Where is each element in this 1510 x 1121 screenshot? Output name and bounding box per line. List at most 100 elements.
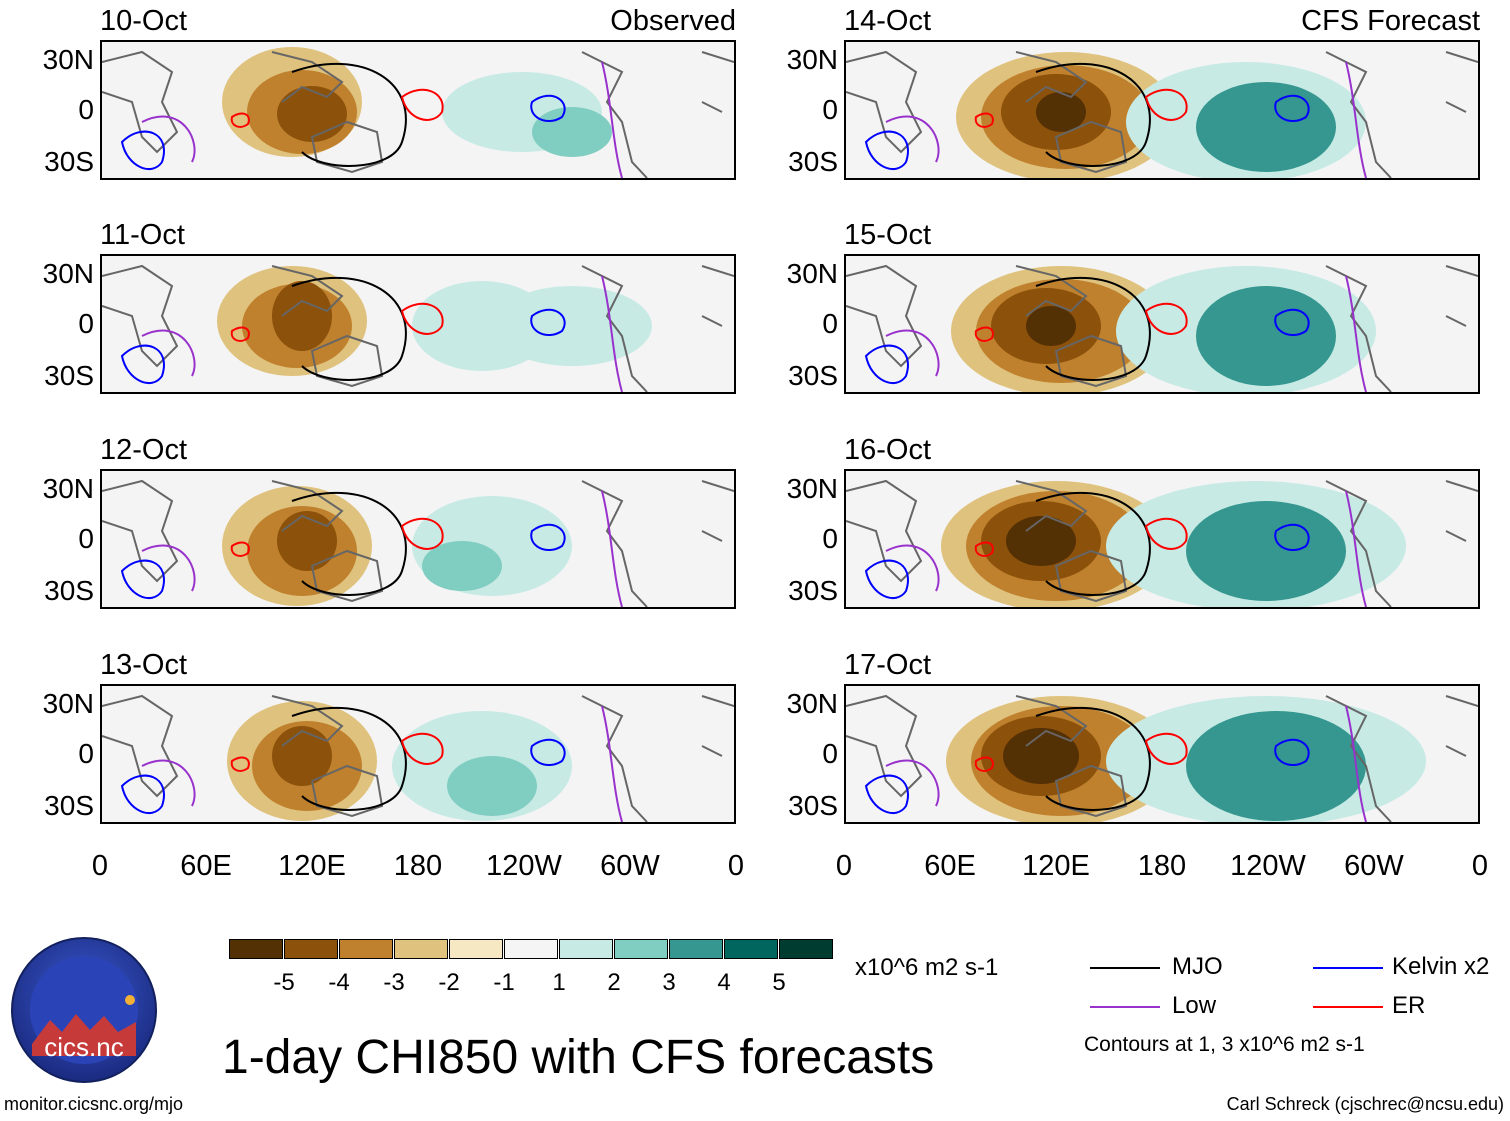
lon-tick-label: 120W [1230,850,1306,882]
coastline [846,479,923,583]
coastline [846,50,923,154]
coastline [102,479,179,583]
lon-tick-label: 120E [1022,850,1090,882]
lon-tick-label: 120W [486,850,562,882]
colorbar-swatch [724,939,778,959]
anomaly-shading [492,286,652,366]
map-field [846,479,1478,607]
lat-tick-label: 30S [788,790,838,821]
map-frame [844,40,1480,180]
panel-date: 15-Oct [844,219,932,251]
coastline [310,334,384,388]
colorbar-swatch [339,939,393,959]
panel-date: 13-Oct [100,649,188,681]
legend-line-kelvin [1313,967,1383,969]
lat-tick-label: 30S [44,360,94,391]
lat-tick-label: 30S [788,575,838,606]
legend-label-low: Low [1172,992,1217,1019]
panel-date: 10-Oct [100,5,188,37]
map-frame [100,684,736,824]
kelvin-contour [864,94,1310,171]
colorbar-swatch [614,939,668,959]
map-frame [100,469,736,609]
panel-source-label: CFS Forecast [1301,5,1480,37]
coastline [1054,764,1128,818]
cics-logo-graphic: cics.nc [11,937,157,1083]
lat-tick-label: 0 [78,94,94,125]
coastline [310,764,384,818]
kelvin-contour [120,308,566,385]
lat-tick-label: 0 [822,738,838,769]
coastline [1015,51,1088,103]
anomaly-shading [1003,728,1079,784]
map-field [102,694,734,822]
colorbar-swatch [284,939,338,959]
mjo-contour [1035,706,1151,811]
mjo-contour [1035,491,1151,596]
lat-tick-label: 30N [786,688,838,719]
map-frame [100,40,736,180]
anomaly-shading [1036,92,1086,132]
coastline [271,265,344,317]
anomaly-shading [277,86,347,142]
lon-tick-label: 0 [727,850,745,882]
map-frame [844,469,1480,609]
anomaly-shading [447,756,537,816]
coastline [701,51,734,113]
map-panel-13-oct [100,684,736,824]
legend-label-er: ER [1392,992,1426,1019]
footer-url: monitor.cicsnc.org/mjo [4,1094,184,1114]
colorbar-swatch [504,939,558,959]
low-contour [885,490,1367,607]
anomaly-shading [1006,516,1076,566]
lon-tick-label: 180 [393,850,443,882]
colorbar-swatch [669,939,723,959]
lat-tick-label: 0 [822,308,838,339]
coastline [1325,695,1392,822]
coastline [846,264,923,368]
er-contour [230,88,444,128]
kelvin-contour [120,738,566,815]
anomaly-shading [532,107,612,157]
lon-tick-label: 180 [1137,850,1187,882]
kelvin-contour [864,308,1310,385]
anomaly-shading [1196,82,1336,172]
coastline [1015,265,1088,317]
lat-tick-label: 0 [78,308,94,339]
colorbar-tick-label: 5 [772,969,786,996]
coastline [102,50,179,154]
coastline [1445,480,1478,542]
anomaly-shading [1186,501,1346,601]
map-field [846,694,1478,822]
lat-tick-label: 0 [78,738,94,769]
lon-tick-label: 0 [835,850,853,882]
coastline [1445,51,1478,113]
colorbar-swatch [229,939,283,959]
mjo-contour [291,276,407,381]
low-contour [141,61,623,178]
logo-text: cics.nc [44,1032,123,1062]
kelvin-contour [120,94,566,171]
lat-tick-label: 0 [822,523,838,554]
legend-label-mjo: MJO [1172,953,1223,980]
coastline [581,480,648,607]
mjo-contour [291,62,407,167]
legend-line-mjo [1090,967,1160,969]
anomaly-shading [272,281,332,351]
panel-date: 16-Oct [844,434,932,466]
coastline [1325,480,1392,607]
lat-tick-label: 0 [78,523,94,554]
lat-tick-label: 30N [786,473,838,504]
coastline [1445,265,1478,327]
colorbar-tick-label: 4 [717,969,731,996]
lat-tick-label: 30S [788,146,838,177]
map-panel-16-oct [844,469,1480,609]
anomaly-shading [422,541,502,591]
map-field [846,264,1478,392]
coastline [701,480,734,542]
coastline [1054,120,1128,174]
lon-tick-label: 60W [600,850,660,882]
panel-date: 11-Oct [100,219,185,251]
coastline [1325,51,1392,178]
lat-tick-label: 0 [822,94,838,125]
